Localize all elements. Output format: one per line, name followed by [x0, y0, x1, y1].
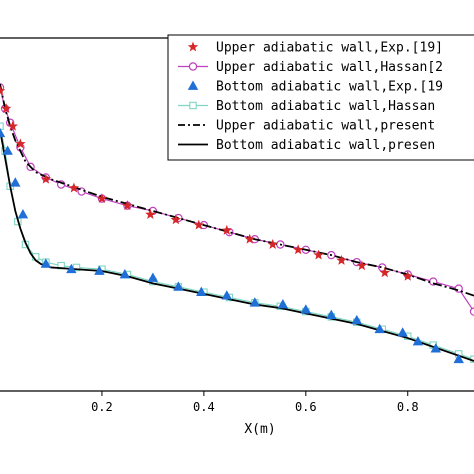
series-5 [0, 129, 474, 362]
data-point [17, 209, 29, 219]
legend-entry: Upper adiabatic wall,Exp.[19] [187, 41, 443, 56]
data-point [173, 281, 184, 291]
series-2 [0, 127, 464, 364]
legend-label: Upper adiabatic wall,Exp.[19] [216, 41, 443, 56]
legend: Upper adiabatic wall,Exp.[19] Upper adiab… [167, 34, 474, 161]
data-point [40, 258, 52, 268]
data-point [292, 244, 304, 255]
data-point [277, 299, 289, 309]
data-point [145, 209, 156, 219]
x-tick-label: 0.2 [91, 400, 113, 414]
legend-entry: Bottom adiabatic wall,Exp.[19 [187, 80, 443, 95]
data-point [196, 286, 207, 297]
legend-entry: Bottom adiabatic wall,presen [178, 138, 435, 153]
data-point [453, 353, 464, 364]
data-point [15, 138, 26, 149]
data-point [10, 177, 21, 187]
data-point [119, 269, 131, 279]
data-point [412, 336, 424, 346]
data-point [2, 145, 13, 155]
data-point [94, 265, 105, 275]
data-point [326, 309, 337, 319]
x-tick-label: 0.8 [397, 400, 419, 414]
data-point [300, 304, 312, 314]
data-point [68, 182, 80, 193]
data-point [402, 270, 413, 281]
data-point [379, 267, 391, 278]
x-tick-label: 0.4 [193, 400, 215, 414]
data-point [66, 263, 77, 274]
data-point [336, 254, 347, 265]
legend-swatch-marker [189, 101, 197, 110]
data-point [0, 127, 6, 138]
series-line [0, 129, 474, 362]
data-point [351, 314, 362, 325]
legend-swatch-marker [188, 62, 198, 71]
legend-swatch-marker [187, 41, 199, 52]
data-point [96, 193, 108, 204]
x-ticks: 0.2 0.4 0.6 0.8 [91, 391, 419, 414]
data-point [469, 307, 474, 316]
series-layer [0, 83, 474, 364]
data-point [397, 327, 408, 337]
legend-box [167, 34, 474, 161]
x-axis-label: X(m) [244, 422, 275, 437]
data-point [313, 249, 324, 260]
legend-entry: Upper adiabatic wall,Hassan[2 [178, 60, 443, 75]
legend-entry: Upper adiabatic wall,present [178, 119, 435, 134]
legend-label: Bottom adiabatic wall,Exp.[19 [216, 80, 443, 95]
legend-entry: Bottom adiabatic wall,Hassan [178, 99, 435, 114]
data-point [249, 297, 261, 307]
x-tick-label: 0.6 [295, 400, 317, 414]
legend-label: Bottom adiabatic wall,Hassan [216, 99, 435, 114]
data-point [430, 343, 441, 353]
data-point [374, 323, 385, 334]
legend-label: Upper adiabatic wall,present [216, 119, 435, 134]
data-point [0, 85, 6, 96]
data-point [7, 120, 18, 131]
data-point [147, 272, 159, 282]
data-point [170, 214, 182, 225]
legend-swatch-marker [187, 80, 199, 90]
data-point [193, 219, 205, 230]
data-point [244, 233, 255, 244]
data-point [0, 103, 12, 114]
data-point [356, 260, 368, 271]
data-point [122, 200, 133, 211]
data-point [0, 122, 4, 131]
data-point [221, 224, 233, 235]
series-0 [0, 85, 413, 281]
data-point [40, 173, 52, 184]
legend-label: Bottom adiabatic wall,presen [216, 138, 435, 153]
legend-label: Upper adiabatic wall,Hassan[2 [216, 60, 443, 75]
data-point [221, 290, 233, 300]
data-point [267, 239, 278, 249]
